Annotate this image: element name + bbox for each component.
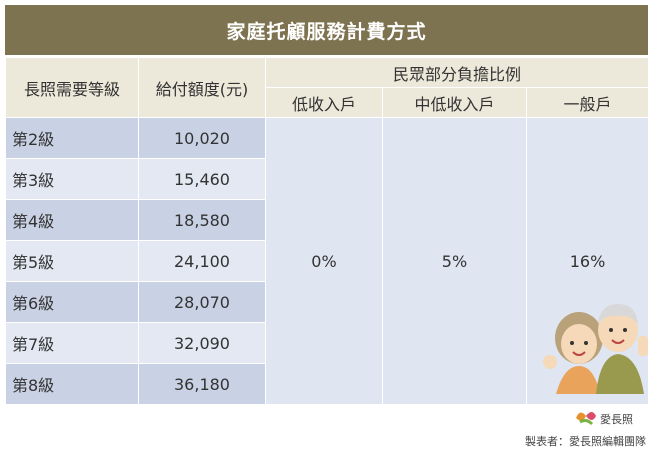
amount-cell: 28,070 [138, 281, 266, 323]
rate-cell: 0% [265, 117, 383, 405]
amount-cell: 24,100 [138, 240, 266, 282]
brand: 愛長照 [600, 413, 633, 426]
level-cell: 第3級 [5, 158, 139, 200]
header-cell: 一般戶 [525, 87, 650, 118]
level-cell: 第5級 [5, 240, 139, 282]
level-cell: 第8級 [5, 363, 139, 405]
table-body: 第2級 10,020 0% 5% 16% 第3級 15,460 第4級 18,580 第5級 24,… [5, 117, 650, 405]
table-row: 第4級 18,580 [5, 199, 649, 241]
rate-cell: 5% [382, 117, 527, 405]
header-cell: 民眾部分負擔比例 [264, 57, 650, 88]
table-row: 第2級 10,020 0% 5% 16% [5, 117, 650, 405]
table-row: 第3級 15,460 [5, 158, 649, 200]
amount-cell: 18,580 [138, 199, 266, 241]
table-row: 第8級 36,180 [5, 363, 649, 405]
logo [576, 412, 596, 426]
amount-cell: 36,180 [138, 363, 266, 405]
header-cell: 長照需要等級 [5, 57, 139, 118]
amount-cell: 32,090 [138, 322, 266, 364]
level-cell: 第6級 [5, 281, 139, 323]
illustration [543, 304, 648, 394]
amount-cell: 15,460 [138, 158, 266, 200]
header-cell: 中低收入戶 [382, 87, 527, 118]
table-row: 第7級 32,090 [5, 322, 649, 364]
table-row: 第6級 28,070 [5, 281, 649, 323]
level-cell: 第4級 [5, 199, 139, 241]
header-cell: 給付額度(元) [138, 57, 266, 118]
title-bar: 家庭托顧服務計費方式 [5, 5, 648, 55]
fee-table: 長照需要等級 給付額度(元) 民眾部分負擔比例 低收入戶 中低收入戶 一般戶 第… [5, 57, 650, 405]
amount-cell: 10,020 [138, 117, 266, 159]
credit: 製表者：愛長照編輯團隊 [525, 435, 646, 448]
level-cell: 第7級 [5, 322, 139, 364]
level-cell: 第2級 [5, 117, 139, 159]
header-cell: 低收入戶 [265, 87, 383, 118]
